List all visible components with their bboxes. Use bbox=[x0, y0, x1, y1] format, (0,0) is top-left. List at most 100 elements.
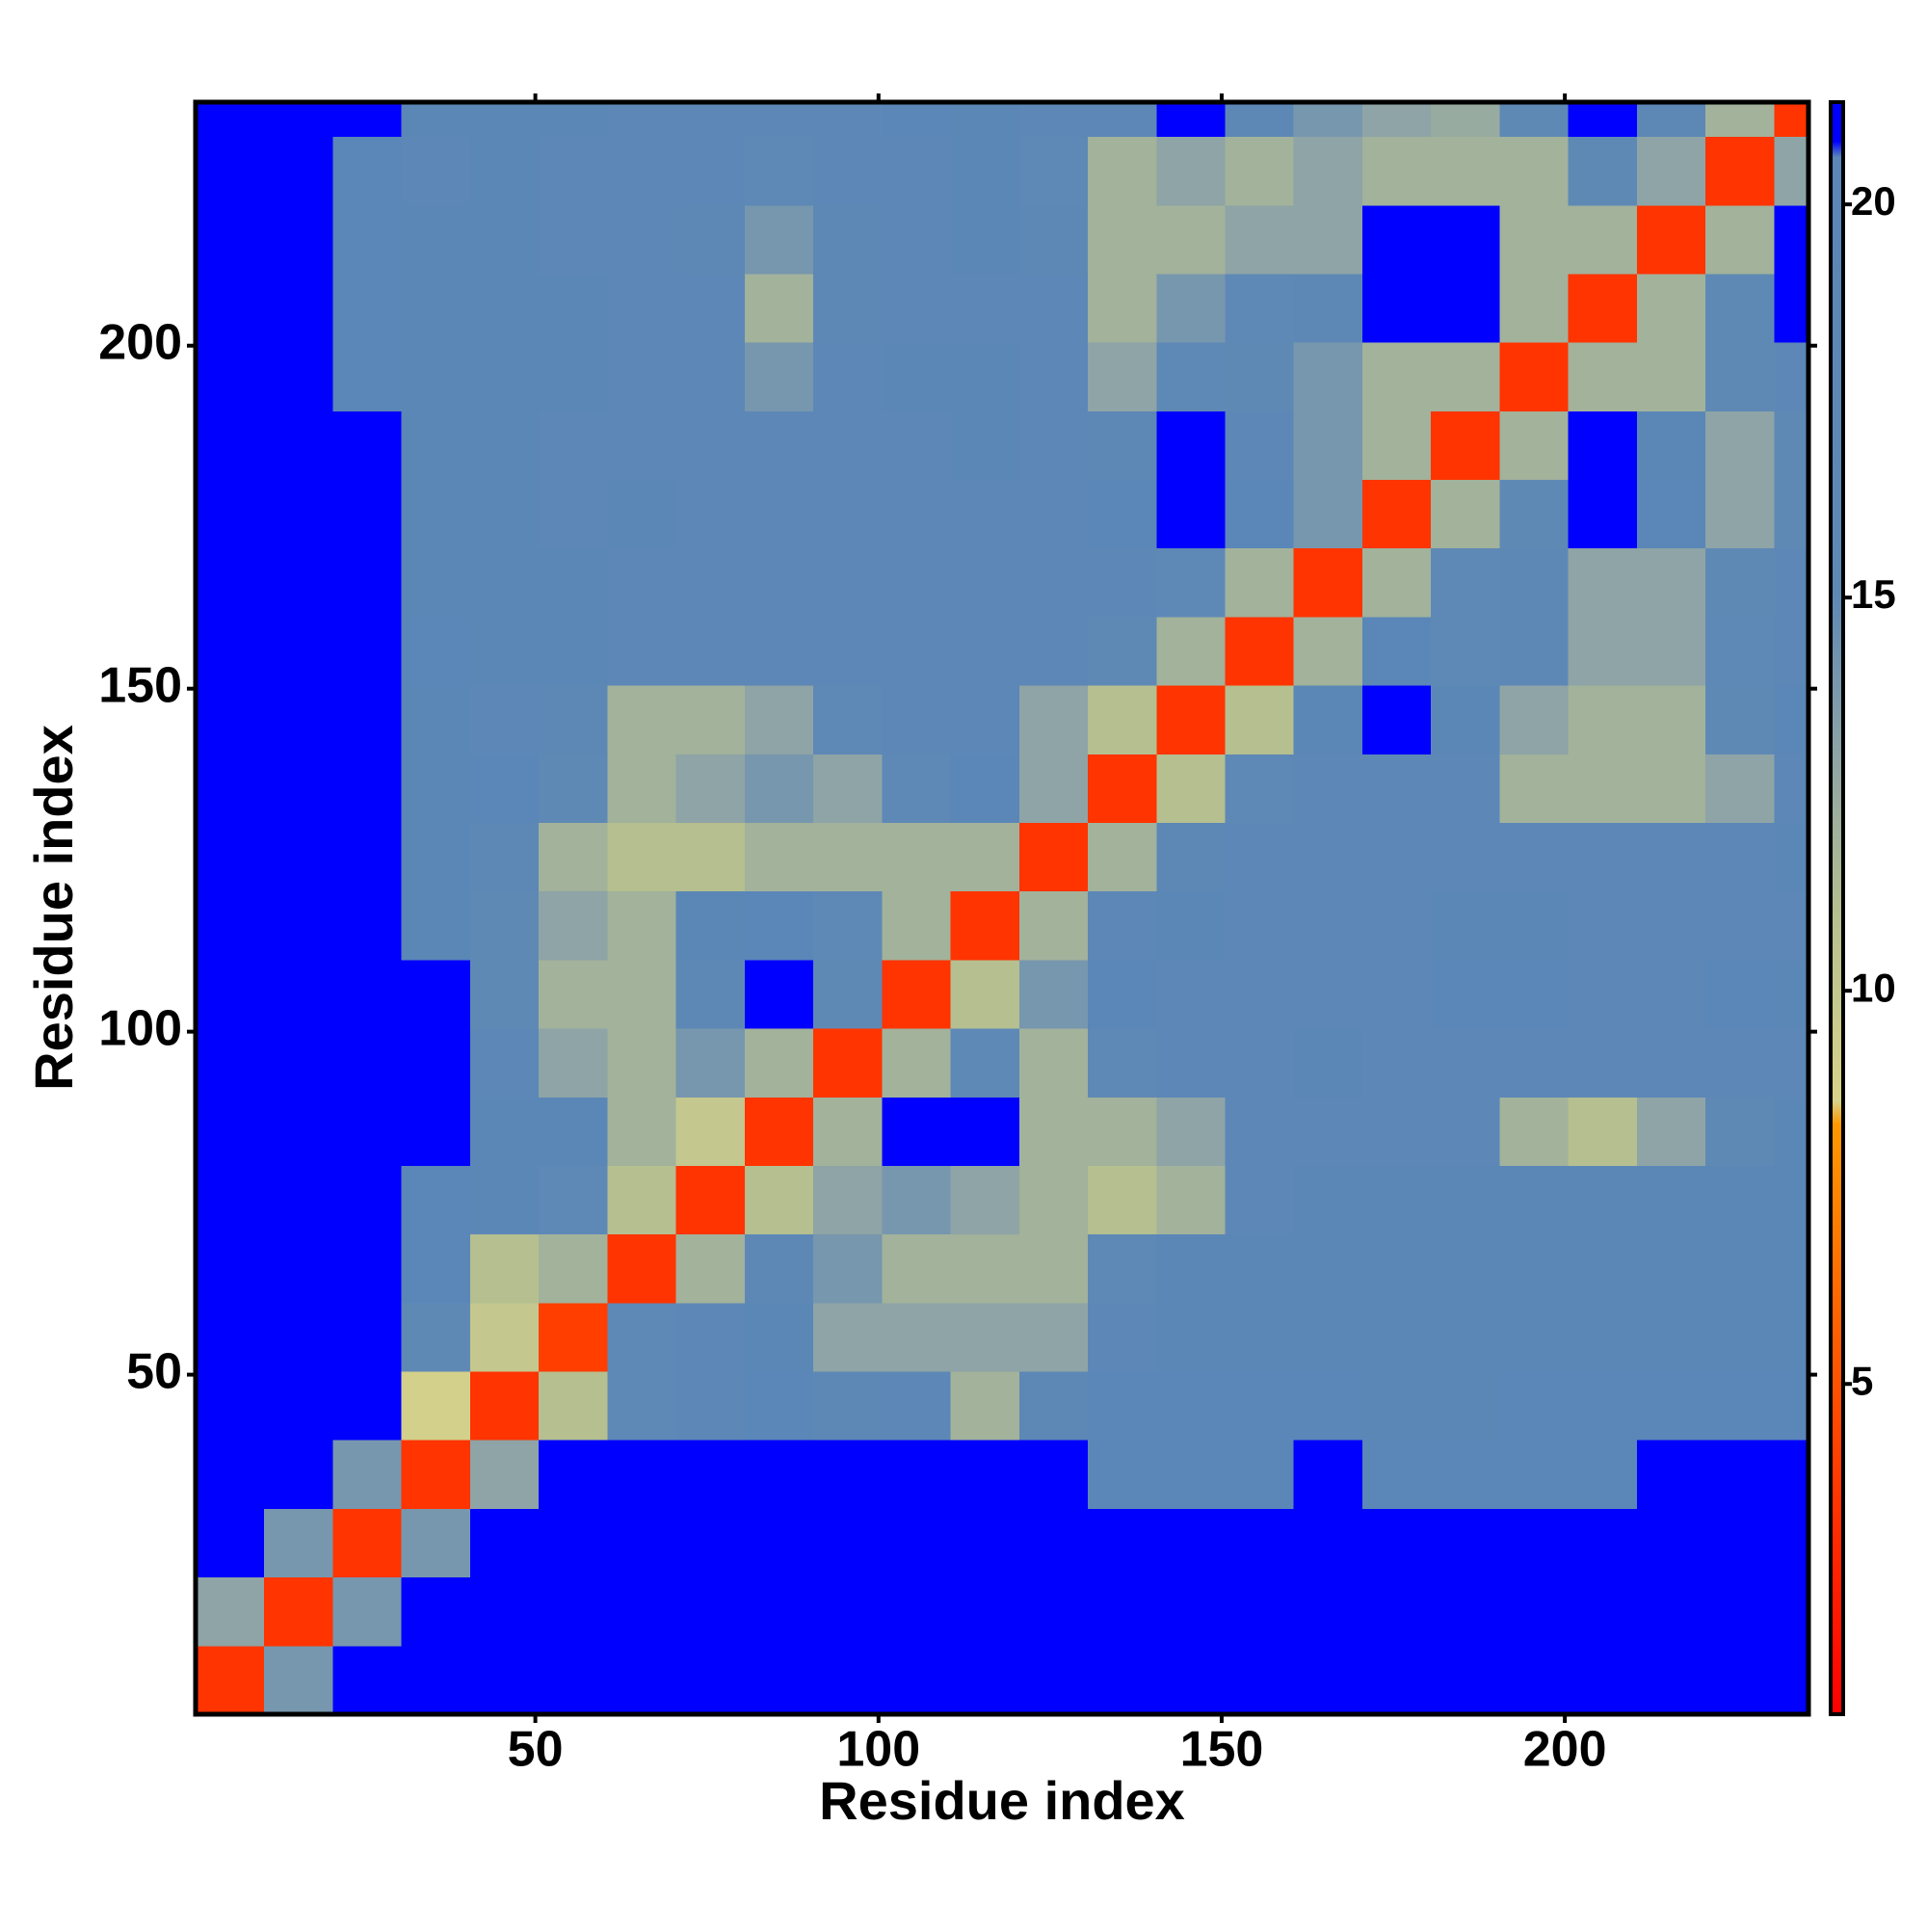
heatmap-cell bbox=[1156, 685, 1227, 754]
heatmap-cell bbox=[744, 1165, 814, 1235]
heatmap-cell bbox=[1361, 479, 1432, 549]
heatmap-cell bbox=[332, 342, 403, 411]
heatmap-cell bbox=[1499, 616, 1570, 686]
heatmap-cell bbox=[1705, 1165, 1775, 1235]
heatmap-cell bbox=[1361, 273, 1432, 343]
heatmap-cell bbox=[196, 1645, 265, 1715]
heatmap-cell bbox=[813, 1440, 883, 1509]
heatmap-cell bbox=[1018, 410, 1089, 481]
heatmap-cell bbox=[1431, 342, 1500, 411]
heatmap-cell bbox=[1499, 136, 1570, 206]
heatmap-cell bbox=[1499, 822, 1570, 892]
heatmap-cell bbox=[1018, 1371, 1089, 1441]
heatmap-cell bbox=[1431, 1028, 1500, 1098]
heatmap-cell bbox=[196, 1028, 265, 1098]
heatmap-cell bbox=[1499, 1097, 1570, 1166]
heatmap-cell bbox=[1361, 685, 1432, 754]
heatmap-cell bbox=[1018, 204, 1089, 275]
colorbar-tick-label: 20 bbox=[1851, 178, 1896, 224]
heatmap-cell bbox=[1293, 1645, 1363, 1715]
heatmap-cell bbox=[1774, 822, 1809, 892]
heatmap-cell bbox=[607, 890, 677, 961]
heatmap-cell bbox=[1636, 959, 1706, 1029]
heatmap-cell bbox=[1499, 1440, 1570, 1509]
heatmap-cell bbox=[1361, 410, 1432, 481]
heatmap-cell bbox=[950, 410, 1020, 481]
heatmap-cell bbox=[1499, 410, 1570, 481]
heatmap-cell bbox=[813, 1508, 883, 1578]
heatmap-cell bbox=[744, 1302, 814, 1372]
heatmap-cell bbox=[1774, 1508, 1809, 1578]
heatmap-cell bbox=[264, 1028, 333, 1098]
heatmap-cell bbox=[264, 1302, 333, 1372]
heatmap-cell bbox=[1088, 1645, 1157, 1715]
heatmap-cell bbox=[1225, 479, 1295, 549]
heatmap-cell bbox=[882, 1097, 952, 1166]
heatmap-cell bbox=[332, 1028, 403, 1098]
heatmap-cell bbox=[1568, 479, 1638, 549]
heatmap-cell bbox=[1225, 136, 1295, 206]
heatmap-cell bbox=[1088, 1302, 1157, 1372]
heatmap-cell bbox=[607, 1097, 677, 1166]
heatmap-cell bbox=[1431, 754, 1500, 824]
heatmap-cell bbox=[332, 1097, 403, 1166]
heatmap-cell bbox=[332, 1165, 403, 1235]
heatmap-cell bbox=[744, 547, 814, 618]
heatmap-cell bbox=[950, 1576, 1020, 1647]
plot-frame bbox=[193, 99, 1811, 1717]
heatmap-cell bbox=[1431, 136, 1500, 206]
heatmap-cell bbox=[469, 1028, 540, 1098]
heatmap-cell bbox=[1431, 685, 1500, 754]
heatmap-cell bbox=[675, 1440, 746, 1509]
heatmap-cell bbox=[1361, 1645, 1432, 1715]
heatmap-cell bbox=[813, 1576, 883, 1647]
heatmap-cell bbox=[401, 1576, 471, 1647]
heatmap-cell bbox=[950, 754, 1020, 824]
heatmap-cell bbox=[882, 1440, 952, 1509]
heatmap-cell bbox=[1361, 1371, 1432, 1441]
heatmap-cell bbox=[1293, 685, 1363, 754]
heatmap-cell bbox=[675, 616, 746, 686]
heatmap-cell bbox=[196, 1508, 265, 1578]
heatmap-cell bbox=[1156, 1165, 1227, 1235]
heatmap-cell bbox=[1018, 547, 1089, 618]
heatmap-cell bbox=[401, 822, 471, 892]
heatmap-cell bbox=[1431, 479, 1500, 549]
heatmap-cell bbox=[469, 204, 540, 275]
heatmap-cell bbox=[196, 1097, 265, 1166]
heatmap-cell bbox=[675, 959, 746, 1029]
heatmap-cell bbox=[675, 1302, 746, 1372]
heatmap-cell bbox=[675, 342, 746, 411]
heatmap-cell bbox=[401, 102, 471, 138]
heatmap-cell bbox=[1705, 410, 1775, 481]
heatmap-cell bbox=[1088, 102, 1157, 138]
heatmap-cell bbox=[264, 959, 333, 1029]
heatmap-cell bbox=[1088, 273, 1157, 343]
heatmap-cell bbox=[1293, 1371, 1363, 1441]
heatmap-cell bbox=[744, 479, 814, 549]
heatmap-cell bbox=[1225, 1165, 1295, 1235]
heatmap-cell bbox=[1018, 1302, 1089, 1372]
heatmap-cell bbox=[1499, 342, 1570, 411]
heatmap-cell bbox=[950, 1233, 1020, 1304]
heatmap-cell bbox=[950, 1097, 1020, 1166]
heatmap-cell bbox=[675, 1165, 746, 1235]
heatmap-cell bbox=[675, 890, 746, 961]
heatmap-cell bbox=[1705, 1028, 1775, 1098]
heatmap-cell bbox=[469, 1302, 540, 1372]
heatmap-cell bbox=[264, 547, 333, 618]
heatmap-cell bbox=[1705, 342, 1775, 411]
heatmap-cell bbox=[1705, 102, 1775, 138]
heatmap-cell bbox=[401, 685, 471, 754]
heatmap-cell bbox=[813, 1371, 883, 1441]
heatmap-cell bbox=[1018, 890, 1089, 961]
heatmap-cell bbox=[332, 547, 403, 618]
heatmap-cell bbox=[882, 273, 952, 343]
heatmap-cell bbox=[401, 959, 471, 1029]
heatmap-cell bbox=[1018, 1645, 1089, 1715]
heatmap-cell bbox=[1018, 1097, 1089, 1166]
heatmap-cell bbox=[675, 1645, 746, 1715]
heatmap-cell bbox=[469, 1576, 540, 1647]
heatmap-cell bbox=[1774, 959, 1809, 1029]
